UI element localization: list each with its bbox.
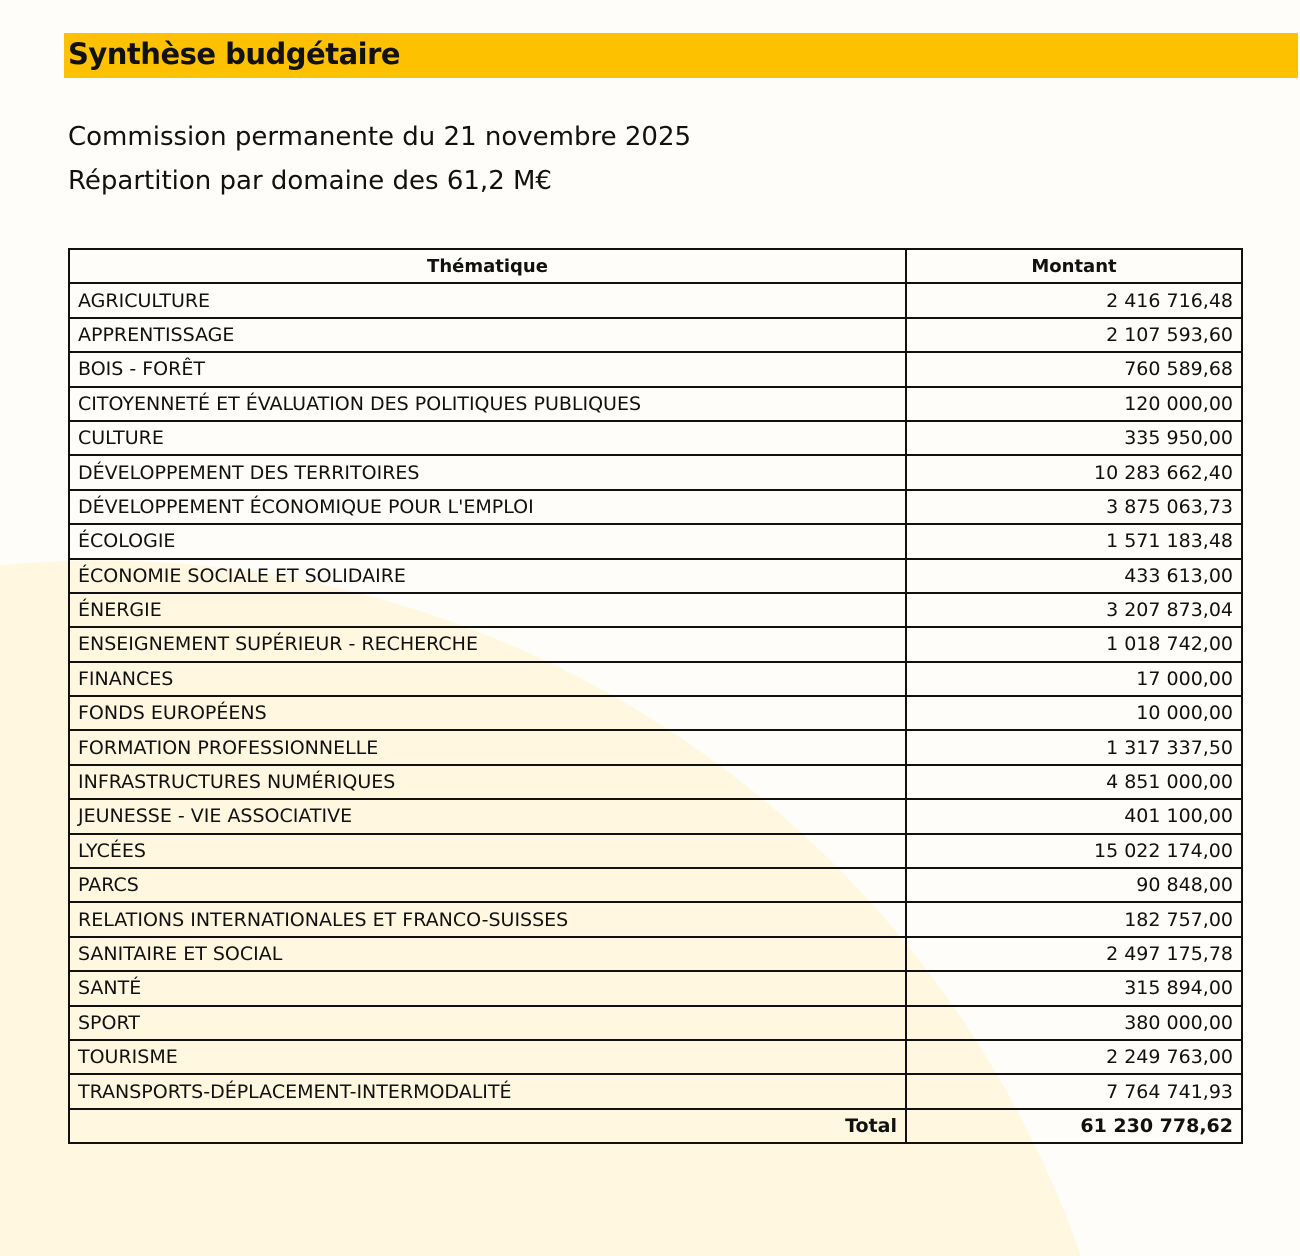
table-row: SANTÉ 315 894,00 [68, 970, 1243, 1007]
montant-cell: 760 589,68 [905, 351, 1243, 388]
montant-cell: 2 497 175,78 [905, 935, 1243, 973]
budget-table: Thématique Montant AGRICULTURE 2 416 716,… [68, 247, 1243, 1145]
thematique-cell: ÉCOLOGIE [68, 523, 907, 560]
montant-cell: 380 000,00 [905, 1004, 1243, 1041]
thematique-cell: FONDS EUROPÉENS [68, 695, 907, 732]
table-row: SPORT 380 000,00 [68, 1004, 1243, 1041]
montant-cell: 1 018 742,00 [905, 626, 1243, 663]
montant-cell: 2 249 763,00 [905, 1038, 1243, 1076]
table-row: PARCS 90 848,00 [68, 867, 1243, 904]
thematique-cell: APPRENTISSAGE [68, 316, 907, 354]
montant-cell: 315 894,00 [905, 970, 1243, 1007]
table-row: ENSEIGNEMENT SUPÉRIEUR - RECHERCHE 1 018 … [68, 626, 1243, 663]
thematique-cell: TOURISME [68, 1038, 907, 1076]
montant-cell: 17 000,00 [905, 660, 1243, 698]
thematique-cell: SANTÉ [68, 970, 907, 1007]
montant-cell: 401 100,00 [905, 798, 1243, 835]
table-header-row: Thématique Montant [68, 247, 1243, 285]
table-row: LYCÉES 15 022 174,00 [68, 832, 1243, 870]
montant-cell: 7 764 741,93 [905, 1073, 1243, 1110]
table-row: FORMATION PROFESSIONNELLE 1 317 337,50 [68, 729, 1243, 766]
total-value: 61 230 778,62 [905, 1107, 1243, 1145]
thematique-cell: FORMATION PROFESSIONNELLE [68, 729, 907, 766]
table-row: ÉCOLOGIE 1 571 183,48 [68, 523, 1243, 560]
thematique-cell: ÉNERGIE [68, 591, 907, 629]
total-label: Total [68, 1107, 907, 1145]
thematique-cell: SANITAIRE ET SOCIAL [68, 935, 907, 973]
thematique-cell: PARCS [68, 867, 907, 904]
table-row: FONDS EUROPÉENS 10 000,00 [68, 695, 1243, 732]
subtitle-commission: Commission permanente du 21 novembre 202… [68, 122, 692, 152]
table-row: INFRASTRUCTURES NUMÉRIQUES 4 851 000,00 [68, 763, 1243, 801]
montant-cell: 4 851 000,00 [905, 763, 1243, 801]
thematique-cell: CULTURE [68, 419, 907, 457]
table-row: SANITAIRE ET SOCIAL 2 497 175,78 [68, 935, 1243, 973]
table-row: TOURISME 2 249 763,00 [68, 1038, 1243, 1076]
table-row: FINANCES 17 000,00 [68, 660, 1243, 698]
thematique-cell: ÉCONOMIE SOCIALE ET SOLIDAIRE [68, 557, 907, 594]
table-row: CITOYENNETÉ ET ÉVALUATION DES POLITIQUES… [68, 385, 1243, 422]
total-row: Total 61 230 778,62 [68, 1107, 1243, 1145]
thematique-cell: AGRICULTURE [68, 282, 907, 319]
table-row: TRANSPORTS-DÉPLACEMENT-INTERMODALITÉ 7 76… [68, 1073, 1243, 1110]
montant-cell: 120 000,00 [905, 385, 1243, 422]
table-row: ÉNERGIE 3 207 873,04 [68, 591, 1243, 629]
table-row: RELATIONS INTERNATIONALES ET FRANCO-SUIS… [68, 901, 1243, 938]
thematique-cell: CITOYENNETÉ ET ÉVALUATION DES POLITIQUES… [68, 385, 907, 422]
table-row: ÉCONOMIE SOCIALE ET SOLIDAIRE 433 613,00 [68, 557, 1243, 594]
column-header-thematique: Thématique [68, 247, 907, 285]
montant-cell: 15 022 174,00 [905, 832, 1243, 870]
table-row: DÉVELOPPEMENT DES TERRITOIRES 10 283 662,… [68, 454, 1243, 491]
montant-cell: 10 000,00 [905, 695, 1243, 732]
table-row: APPRENTISSAGE 2 107 593,60 [68, 316, 1243, 354]
thematique-cell: JEUNESSE - VIE ASSOCIATIVE [68, 798, 907, 835]
montant-cell: 1 317 337,50 [905, 729, 1243, 766]
table-row: BOIS - FORÊT 760 589,68 [68, 351, 1243, 388]
thematique-cell: TRANSPORTS-DÉPLACEMENT-INTERMODALITÉ [68, 1073, 907, 1110]
montant-cell: 10 283 662,40 [905, 454, 1243, 491]
thematique-cell: DÉVELOPPEMENT ÉCONOMIQUE POUR L'EMPLOI [68, 488, 907, 526]
table-row: AGRICULTURE 2 416 716,48 [68, 282, 1243, 319]
thematique-cell: ENSEIGNEMENT SUPÉRIEUR - RECHERCHE [68, 626, 907, 663]
thematique-cell: BOIS - FORÊT [68, 351, 907, 388]
montant-cell: 3 875 063,73 [905, 488, 1243, 526]
table-row: DÉVELOPPEMENT ÉCONOMIQUE POUR L'EMPLOI 3 … [68, 488, 1243, 526]
thematique-cell: RELATIONS INTERNATIONALES ET FRANCO-SUIS… [68, 901, 907, 938]
title-banner: Synthèse budgétaire [64, 33, 1298, 78]
thematique-cell: SPORT [68, 1004, 907, 1041]
thematique-cell: LYCÉES [68, 832, 907, 870]
subtitle-repartition: Répartition par domaine des 61,2 M€ [68, 166, 552, 196]
table-row: CULTURE 335 950,00 [68, 419, 1243, 457]
thematique-cell: DÉVELOPPEMENT DES TERRITOIRES [68, 454, 907, 491]
montant-cell: 1 571 183,48 [905, 523, 1243, 560]
page-title: Synthèse budgétaire [68, 37, 401, 71]
thematique-cell: INFRASTRUCTURES NUMÉRIQUES [68, 763, 907, 801]
table-row: JEUNESSE - VIE ASSOCIATIVE 401 100,00 [68, 798, 1243, 835]
montant-cell: 2 416 716,48 [905, 282, 1243, 319]
montant-cell: 433 613,00 [905, 557, 1243, 594]
montant-cell: 2 107 593,60 [905, 316, 1243, 354]
column-header-montant: Montant [905, 247, 1243, 285]
thematique-cell: FINANCES [68, 660, 907, 698]
montant-cell: 3 207 873,04 [905, 591, 1243, 629]
montant-cell: 90 848,00 [905, 867, 1243, 904]
montant-cell: 182 757,00 [905, 901, 1243, 938]
montant-cell: 335 950,00 [905, 419, 1243, 457]
